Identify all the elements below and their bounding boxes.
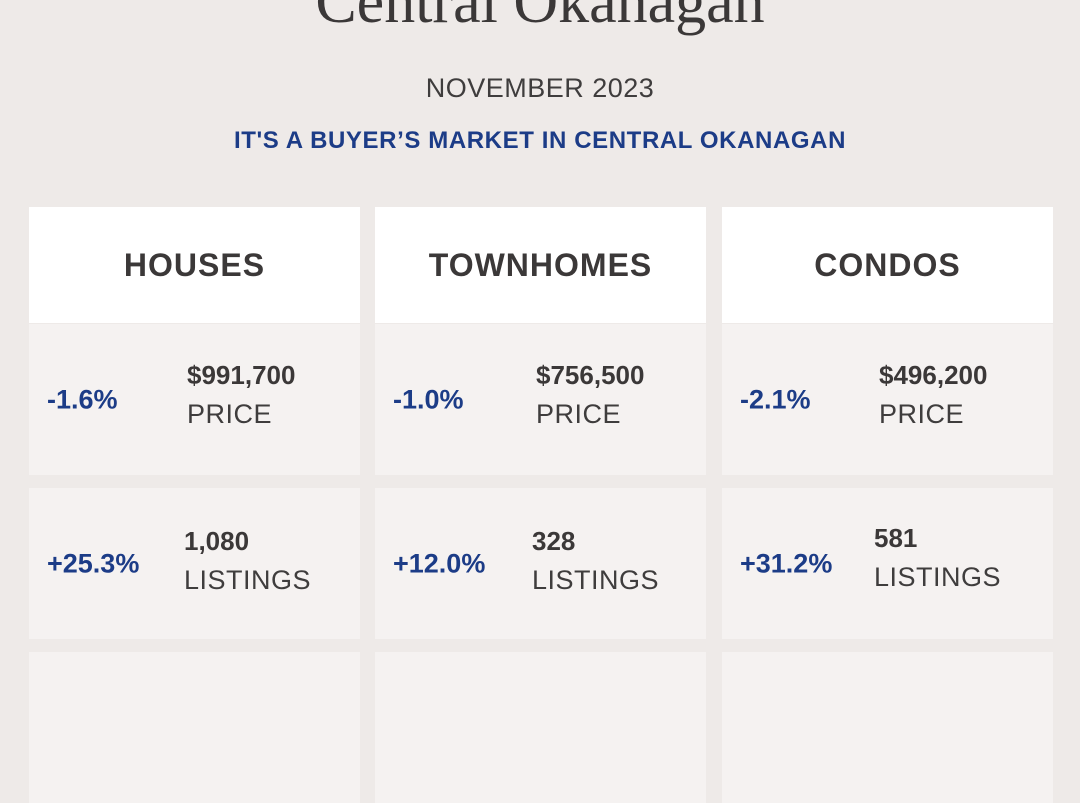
listings-value: 1,080 xyxy=(184,526,250,556)
price-change: -2.1% xyxy=(740,384,811,414)
listings-label: LISTINGS xyxy=(184,565,312,595)
price-change: -1.6% xyxy=(47,384,118,414)
market-tagline: IT'S A BUYER’S MARKET IN CENTRAL OKANAGA… xyxy=(233,127,847,154)
houses-price-card: -1.6% $991,700 PRICE xyxy=(29,324,360,475)
price-value: $991,700 xyxy=(187,360,296,390)
listings-change: +12.0% xyxy=(393,548,486,578)
condos-price-card: -2.1% $496,200 PRICE xyxy=(722,324,1053,475)
listings-value: 328 xyxy=(532,526,576,556)
listings-value: 581 xyxy=(874,523,918,553)
price-value: $756,500 xyxy=(536,360,645,390)
price-value: $496,200 xyxy=(879,360,988,390)
listings-change: +25.3% xyxy=(47,548,140,578)
townhomes-listings-card: +12.0% 328 LISTINGS xyxy=(375,488,706,639)
price-label: PRICE xyxy=(536,399,622,429)
column-heading-houses: HOUSES xyxy=(29,207,360,323)
houses-column: HOUSES -1.6% $991,700 PRICE +25.3% 1,080… xyxy=(29,207,360,803)
price-change: -1.0% xyxy=(393,384,464,414)
column-heading-condos: CONDOS xyxy=(722,207,1053,323)
price-label: PRICE xyxy=(879,399,965,429)
price-label: PRICE xyxy=(187,399,273,429)
listings-label: LISTINGS xyxy=(532,565,660,595)
listings-label: LISTINGS xyxy=(874,562,1002,592)
condos-listings-card: +31.2% 581 LISTINGS xyxy=(722,488,1053,639)
report-month: NOVEMBER 2023 xyxy=(425,73,655,103)
listings-change: +31.2% xyxy=(740,548,833,578)
condos-column: CONDOS -2.1% $496,200 PRICE +31.2% 581 L… xyxy=(722,207,1053,803)
townhomes-price-card: -1.0% $756,500 PRICE xyxy=(375,324,706,475)
page-title: Central Okanagan xyxy=(315,0,765,36)
townhomes-column: TOWNHOMES -1.0% $756,500 PRICE +12.0% 32… xyxy=(375,207,706,803)
column-heading-townhomes: TOWNHOMES xyxy=(375,207,706,323)
houses-listings-card: +25.3% 1,080 LISTINGS xyxy=(29,488,360,639)
